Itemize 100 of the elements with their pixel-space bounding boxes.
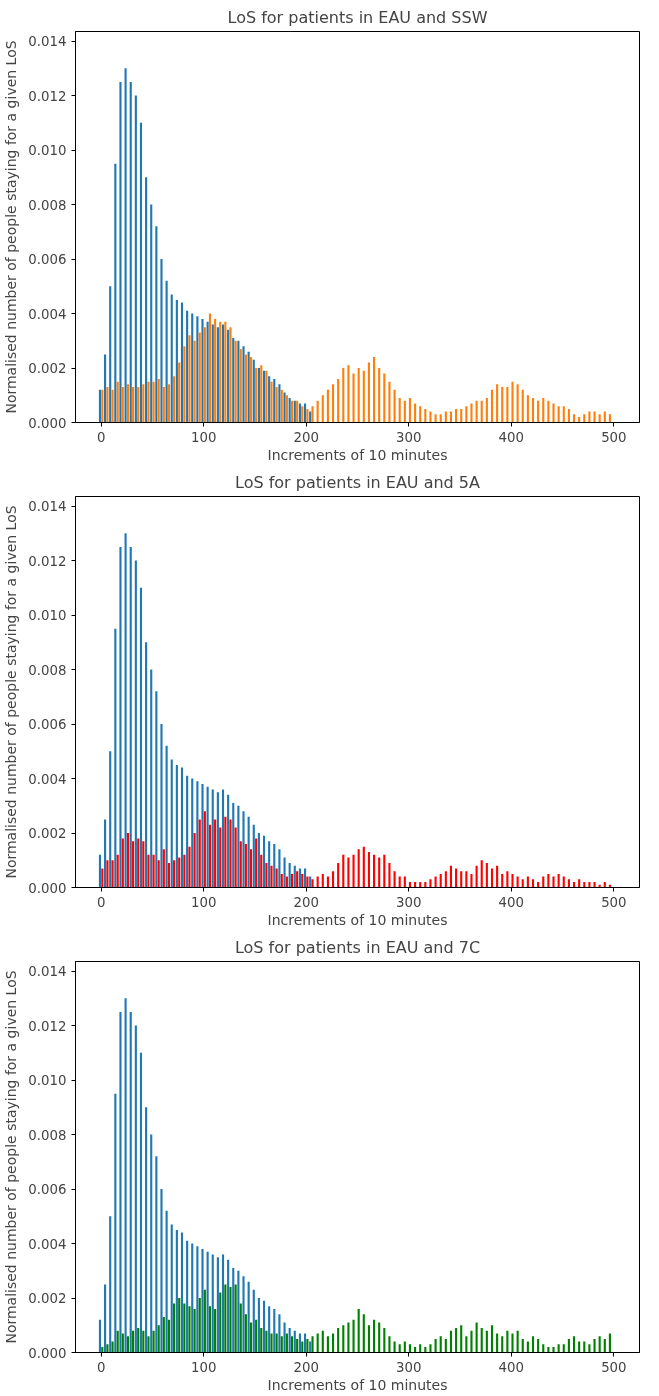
- bar: [419, 406, 422, 423]
- bar: [198, 332, 201, 423]
- bar: [162, 387, 165, 423]
- bar: [270, 1333, 273, 1353]
- bar: [142, 1330, 145, 1353]
- bar: [106, 860, 109, 888]
- bar: [475, 400, 478, 423]
- bar: [490, 1325, 494, 1353]
- y-tick-label: 0.010: [28, 143, 67, 159]
- bar: [134, 560, 137, 888]
- y-tick-label: 0.012: [28, 88, 67, 104]
- x-tick-label: 300: [396, 894, 422, 910]
- bar: [301, 873, 304, 888]
- bar: [352, 373, 355, 423]
- bar: [186, 310, 189, 423]
- bar: [183, 346, 186, 423]
- bar: [175, 764, 178, 888]
- bar: [465, 1336, 468, 1353]
- bar: [109, 751, 112, 888]
- bar: [167, 384, 171, 423]
- bar: [208, 1306, 212, 1353]
- bar: [173, 860, 176, 888]
- bar: [298, 1333, 301, 1353]
- bar: [121, 1333, 124, 1353]
- bar: [455, 1327, 458, 1353]
- x-tick-label: 400: [498, 429, 525, 445]
- bar: [485, 862, 488, 888]
- x-tick-label: 400: [498, 1359, 525, 1375]
- bar: [367, 1325, 370, 1353]
- bar: [460, 1325, 463, 1353]
- bar: [167, 862, 171, 888]
- bar: [434, 1338, 437, 1353]
- bar: [188, 846, 191, 888]
- bar: [444, 871, 447, 888]
- x-tick-label: 300: [396, 1359, 422, 1375]
- bar: [155, 691, 158, 888]
- bar: [588, 1344, 591, 1353]
- bar: [132, 387, 135, 423]
- bar: [221, 1254, 225, 1353]
- bar: [567, 1338, 570, 1353]
- bar: [593, 1338, 596, 1353]
- bar: [439, 1336, 442, 1353]
- bar: [288, 862, 291, 888]
- bar: [227, 1259, 230, 1353]
- bar: [496, 384, 499, 423]
- y-tick-label: 0.004: [28, 306, 67, 322]
- bar: [198, 819, 201, 888]
- bar: [490, 868, 494, 888]
- bar: [206, 321, 209, 423]
- bar: [352, 1319, 355, 1353]
- bar: [414, 403, 417, 423]
- bar: [480, 860, 483, 888]
- bar: [219, 1292, 222, 1353]
- bar: [393, 389, 396, 423]
- bar: [157, 378, 160, 423]
- bar: [237, 805, 240, 888]
- bar: [232, 1268, 235, 1353]
- bar: [152, 854, 155, 888]
- bar: [214, 318, 217, 423]
- bar: [562, 406, 565, 423]
- bar: [583, 414, 586, 423]
- bar: [260, 854, 263, 888]
- bar: [180, 302, 184, 423]
- bar: [221, 789, 225, 888]
- bar: [227, 794, 230, 888]
- bar: [98, 854, 102, 888]
- y-tick-label: 0.008: [28, 662, 67, 678]
- bar: [139, 587, 143, 888]
- bar: [331, 1333, 335, 1353]
- bar: [201, 1248, 204, 1353]
- x-tick-label: 500: [601, 894, 627, 910]
- bar: [242, 1276, 245, 1353]
- bar: [275, 868, 278, 888]
- bar: [342, 854, 345, 888]
- bar: [208, 313, 212, 423]
- bar: [244, 1314, 247, 1353]
- bar: [367, 852, 370, 888]
- bar: [280, 1336, 283, 1353]
- bar: [567, 408, 570, 423]
- bar: [180, 767, 184, 888]
- y-tick-label: 0.002: [28, 1291, 67, 1307]
- bar: [593, 882, 596, 888]
- y-tick-label: 0.012: [28, 1018, 67, 1034]
- bar: [316, 1333, 319, 1353]
- bar: [542, 397, 545, 423]
- bar: [460, 408, 463, 423]
- bar: [362, 846, 365, 888]
- bar: [268, 841, 271, 888]
- bar: [155, 1156, 158, 1353]
- bar: [293, 865, 296, 888]
- bar: [178, 1298, 181, 1353]
- bar: [373, 1319, 376, 1353]
- bar: [265, 862, 268, 888]
- y-tick-label: 0.004: [28, 771, 67, 787]
- bar: [511, 873, 514, 888]
- bar: [265, 1330, 268, 1353]
- y-axis-title: Normalised number of people staying for a given LoS: [3, 970, 20, 1344]
- bar: [150, 1134, 153, 1353]
- bar: [273, 1308, 276, 1353]
- bar: [114, 1093, 117, 1353]
